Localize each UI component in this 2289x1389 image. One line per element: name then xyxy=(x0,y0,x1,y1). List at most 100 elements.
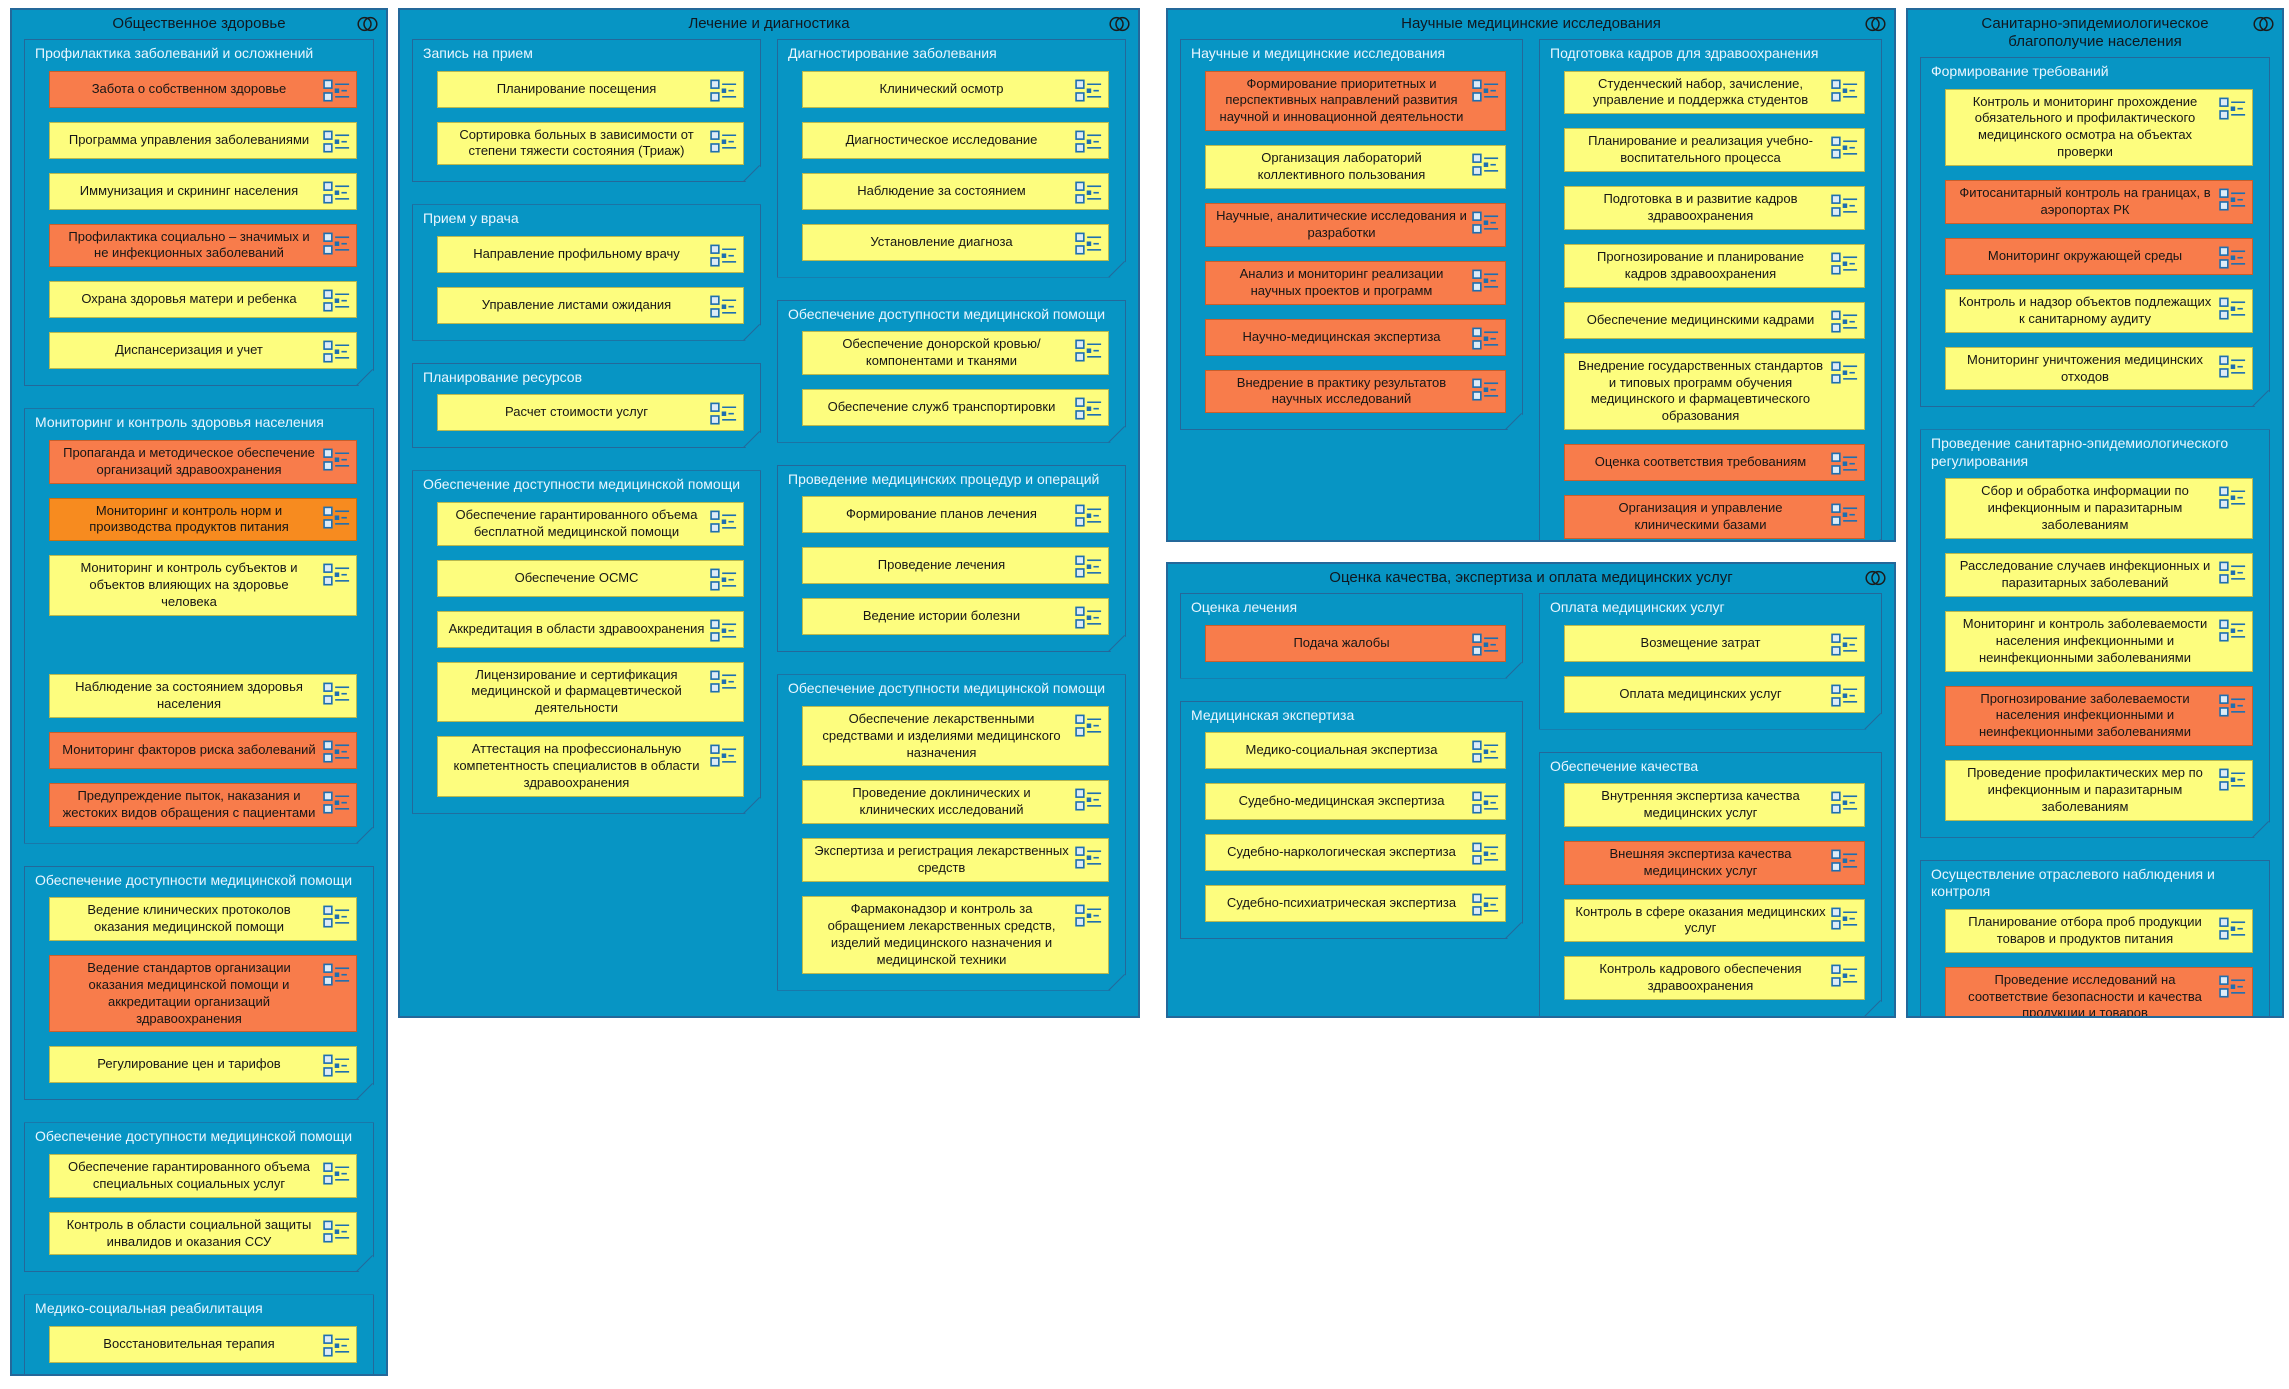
process-box[interactable]: Научно-медицинская экспертиза xyxy=(1205,319,1506,356)
group[interactable]: Обеспечение доступности медицинской помо… xyxy=(24,1122,374,1272)
process-box[interactable]: Формирование планов лечения xyxy=(802,496,1109,533)
process-box[interactable]: Иммунизация и скрининг населения xyxy=(49,173,357,210)
group[interactable]: Медико-социальная реабилитация Восстанов… xyxy=(24,1294,374,1376)
process-box[interactable]: Обеспечение гарантированного объема спец… xyxy=(49,1154,357,1198)
process-box[interactable]: Экспертиза и регистрация лекарственных с… xyxy=(802,838,1109,882)
container-3[interactable]: Научные медицинские исследования Научные… xyxy=(1166,8,1896,542)
process-box[interactable]: Ведение клинических протоколов оказания … xyxy=(49,897,357,941)
process-box[interactable]: Мониторинг уничтожения медицинских отход… xyxy=(1945,347,2253,391)
process-box[interactable]: Диагностическое исследование xyxy=(802,122,1109,159)
process-box[interactable]: Обеспечение медицинскими кадрами xyxy=(1564,302,1865,339)
container-1[interactable]: Общественное здоровье Профилактика забол… xyxy=(10,8,388,1376)
process-box[interactable]: Обеспечение ОСМС xyxy=(437,560,744,597)
process-box[interactable]: Проведение доклинических и клинических и… xyxy=(802,780,1109,824)
process-box[interactable]: Контроль кадрового обеспечения здравоохр… xyxy=(1564,956,1865,1000)
process-box[interactable]: Контроль и мониторинг прохождение обязат… xyxy=(1945,89,2253,167)
process-box[interactable]: Программа управления заболеваниями xyxy=(49,122,357,159)
process-box[interactable]: Подготовка в и развитие кадров здравоохр… xyxy=(1564,186,1865,230)
process-box[interactable]: Организация и управление клиническими ба… xyxy=(1564,495,1865,539)
container-4[interactable]: Оценка качества, экспертиза и оплата мед… xyxy=(1166,562,1896,1018)
process-box[interactable]: Проведение исследований на соответствие … xyxy=(1945,967,2253,1018)
container-5[interactable]: Санитарно-эпидемиологическое благополучи… xyxy=(1906,8,2284,1018)
group[interactable]: Профилактика заболеваний и осложнений За… xyxy=(24,39,374,386)
group[interactable]: Проведение медицинских процедур и операц… xyxy=(777,465,1126,653)
process-box[interactable]: Сортировка больных в зависимости от степ… xyxy=(437,122,744,166)
process-box[interactable]: Возмещение затрат xyxy=(1564,625,1865,662)
process-box[interactable]: Мониторинг факторов риска заболеваний xyxy=(49,732,357,769)
process-box[interactable]: Судебно-наркологическая экспертиза xyxy=(1205,834,1506,871)
process-box[interactable]: Прогнозирование заболеваемости населения… xyxy=(1945,686,2253,747)
process-box[interactable]: Анализ и мониторинг реализации научных п… xyxy=(1205,261,1506,305)
process-box[interactable]: Управление листами ожидания xyxy=(437,287,744,324)
process-box[interactable]: Студенческий набор, зачисление, управлен… xyxy=(1564,71,1865,115)
process-box[interactable]: Восстановительная терапия xyxy=(49,1326,357,1363)
process-box[interactable]: Аккредитация в области здравоохранения xyxy=(437,611,744,648)
process-box[interactable]: Организация лабораторий коллективного по… xyxy=(1205,145,1506,189)
process-box[interactable]: Планирование и реализация учебно-воспита… xyxy=(1564,128,1865,172)
process-box[interactable]: Установление диагноза xyxy=(802,224,1109,261)
process-box[interactable]: Обеспечение служб транспортировки xyxy=(802,389,1109,426)
process-box[interactable]: Прогнозирование и планирование кадров зд… xyxy=(1564,244,1865,288)
process-box[interactable]: Охрана здоровья матери и ребенка xyxy=(49,281,357,318)
process-box[interactable]: Ведение стандартов организации оказания … xyxy=(49,955,357,1033)
process-box[interactable]: Внешняя экспертиза качества медицинских … xyxy=(1564,841,1865,885)
process-box[interactable]: Фармаконадзор и контроль за обращением л… xyxy=(802,896,1109,974)
process-box[interactable]: Мониторинг и контроль субъектов и объект… xyxy=(49,555,357,616)
process-box[interactable]: Лицензирование и сертификация медицинско… xyxy=(437,662,744,723)
group[interactable]: Обеспечение доступности медицинской помо… xyxy=(412,470,761,814)
process-box[interactable]: Внедрение в практику результатов научных… xyxy=(1205,370,1506,414)
process-box[interactable]: Обеспечение донорской кровью/компонентам… xyxy=(802,331,1109,375)
process-box[interactable]: Ведение истории болезни xyxy=(802,598,1109,635)
group[interactable]: Медицинская экспертиза Медико-социальная… xyxy=(1180,701,1523,940)
process-box[interactable]: Предупреждение пыток, наказания и жесток… xyxy=(49,783,357,827)
process-box[interactable]: Расследование случаев инфекционных и пар… xyxy=(1945,553,2253,597)
process-box[interactable]: Обеспечение гарантированного объема бесп… xyxy=(437,502,744,546)
process-box[interactable]: Сбор и обработка информации по инфекцион… xyxy=(1945,478,2253,539)
group[interactable]: Оценка лечения Подача жалобы xyxy=(1180,593,1523,679)
group[interactable]: Запись на прием Планирование посещения С… xyxy=(412,39,761,182)
group[interactable]: Планирование ресурсов Расчет стоимости у… xyxy=(412,363,761,449)
group[interactable]: Проведение санитарно-эпидемиологического… xyxy=(1920,429,2270,837)
process-box[interactable]: Пропаганда и методическое обеспечение ор… xyxy=(49,440,357,484)
process-box[interactable]: Судебно-психиатрическая экспертиза xyxy=(1205,885,1506,922)
process-box[interactable]: Планирование отбора проб продукции товар… xyxy=(1945,909,2253,953)
group[interactable]: Научные и медицинские исследования Форми… xyxy=(1180,39,1523,430)
process-box[interactable]: Регулирование цен и тарифов xyxy=(49,1046,357,1083)
group[interactable]: Обеспечение доступности медицинской помо… xyxy=(777,674,1126,990)
process-box[interactable]: Медико-социальная экспертиза xyxy=(1205,732,1506,769)
group[interactable]: Диагностирование заболевания Клинический… xyxy=(777,39,1126,278)
process-box[interactable]: Клинический осмотр xyxy=(802,71,1109,108)
group[interactable]: Прием у врача Направление профильному вр… xyxy=(412,204,761,341)
process-box[interactable]: Контроль в области социальной защиты инв… xyxy=(49,1212,357,1256)
group[interactable]: Осуществление отраслевого наблюдения и к… xyxy=(1920,860,2270,1018)
container-2[interactable]: Лечение и диагностика Запись на прием Пл… xyxy=(398,8,1140,1018)
process-box[interactable]: Наблюдение за состоянием здоровья населе… xyxy=(49,674,357,718)
process-box[interactable]: Внутренняя экспертиза качества медицинск… xyxy=(1564,783,1865,827)
process-box[interactable]: Формирование приоритетных и перспективны… xyxy=(1205,71,1506,132)
group[interactable]: Обеспечение доступности медицинской помо… xyxy=(24,866,374,1101)
process-box[interactable]: Мониторинг окружающей среды xyxy=(1945,238,2253,275)
process-box[interactable]: Внедрение государственных стандартов и т… xyxy=(1564,353,1865,431)
process-box[interactable]: Проведение лечения xyxy=(802,547,1109,584)
group[interactable]: Обеспечение доступности медицинской помо… xyxy=(777,300,1126,443)
process-box[interactable]: Подача жалобы xyxy=(1205,625,1506,662)
process-box[interactable]: Оплата медицинских услуг xyxy=(1564,676,1865,713)
process-box[interactable]: Проведение профилактических мер по инфек… xyxy=(1945,760,2253,821)
process-box[interactable]: Фитосанитарный контроль на границах, в а… xyxy=(1945,180,2253,224)
process-box[interactable]: Расчет стоимости услуг xyxy=(437,394,744,431)
process-box[interactable]: Направление профильному врачу xyxy=(437,236,744,273)
process-box[interactable]: Наблюдение за состоянием xyxy=(802,173,1109,210)
group[interactable]: Оплата медицинских услуг Возмещение затр… xyxy=(1539,593,1882,730)
group[interactable]: Формирование требований Контроль и монит… xyxy=(1920,57,2270,407)
process-box[interactable]: Контроль в сфере оказания медицинских ус… xyxy=(1564,899,1865,943)
process-box[interactable]: Судебно-медицинская экспертиза xyxy=(1205,783,1506,820)
process-box[interactable]: Забота о собственном здоровье xyxy=(49,71,357,108)
process-box[interactable]: Диспансеризация и учет xyxy=(49,332,357,369)
process-box[interactable]: Оценка соответствия требованиям xyxy=(1564,444,1865,481)
process-box[interactable]: Аттестация на профессиональную компетент… xyxy=(437,736,744,797)
process-box[interactable]: Обеспечение лекарственными средствами и … xyxy=(802,706,1109,767)
group[interactable]: Подготовка кадров для здравоохранения Ст… xyxy=(1539,39,1882,542)
group[interactable]: Мониторинг и контроль здоровья населения… xyxy=(24,408,374,843)
process-box[interactable]: Профилактика социально – значимых и не и… xyxy=(49,224,357,268)
process-box[interactable]: Научные, аналитические исследования и ра… xyxy=(1205,203,1506,247)
